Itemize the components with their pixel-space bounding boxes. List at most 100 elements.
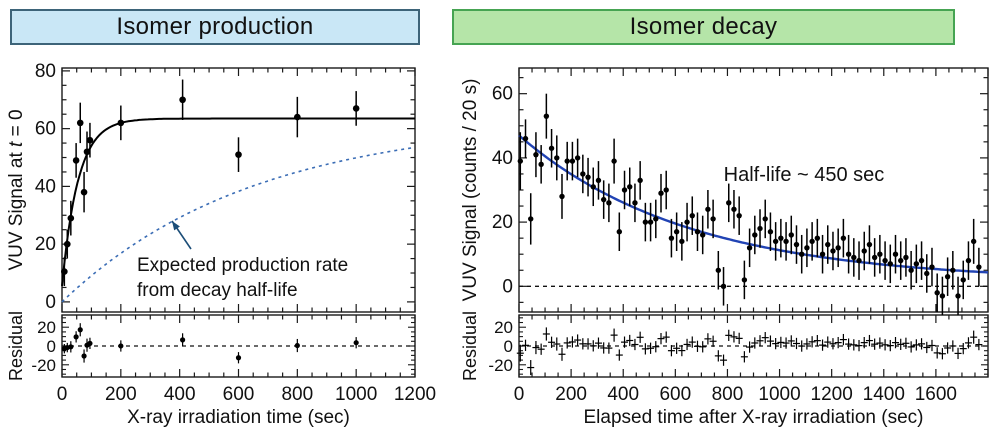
data-point <box>673 229 680 235</box>
data-point <box>616 229 623 235</box>
data-point <box>804 245 810 251</box>
data-point <box>752 232 758 238</box>
data-point <box>825 241 831 248</box>
x-tick-label: 1400 <box>863 384 905 405</box>
data-point <box>871 254 878 261</box>
data-point <box>965 257 972 264</box>
data-point <box>564 158 570 164</box>
y-tick-label: 80 <box>35 61 56 82</box>
residual-points <box>61 323 359 364</box>
data-point <box>653 216 659 222</box>
data-point <box>778 235 784 241</box>
x-axis-label: X-ray irradiation time (sec) <box>127 407 350 428</box>
decay-title-box: Isomer decay <box>452 9 955 45</box>
production-title-box: Isomer production <box>10 9 420 45</box>
annotation-text: from decay half-life <box>137 280 298 301</box>
residual-point <box>77 327 83 333</box>
data-point <box>595 177 602 184</box>
residual-axis-label: Residual <box>460 311 480 381</box>
data-point <box>559 193 565 200</box>
x-tick-label: 0 <box>57 384 68 405</box>
residual-tick-label: 0 <box>47 337 56 356</box>
data-point <box>548 145 555 151</box>
residual-tick-label: 20 <box>494 318 513 337</box>
data-point <box>663 187 669 193</box>
residual-point <box>81 353 87 359</box>
data-point <box>934 290 940 296</box>
x-tick-label: 1600 <box>915 384 957 405</box>
data-point <box>866 241 873 248</box>
data-point <box>611 158 617 164</box>
x-tick-label: 0 <box>514 384 525 405</box>
data-point <box>814 235 821 241</box>
fit-curve <box>518 134 989 274</box>
data-point <box>699 232 706 238</box>
data-point <box>67 214 75 222</box>
data-point <box>950 267 956 273</box>
data-point <box>637 177 643 184</box>
data-point <box>632 200 638 206</box>
main-plot-frame <box>518 67 989 313</box>
residual-points <box>516 327 983 376</box>
data-point <box>705 206 711 212</box>
data-point <box>929 264 935 270</box>
annotation: Half-life ~ 450 sec <box>724 164 885 186</box>
x-tick-label: 600 <box>659 384 691 405</box>
data-point <box>80 188 88 196</box>
y-axis-label: VUV Signal (counts / 20 s) <box>460 79 481 302</box>
data-point <box>647 219 654 225</box>
residual-point <box>235 355 242 361</box>
data-point <box>840 235 847 241</box>
data-point <box>767 229 774 235</box>
residual-point <box>73 334 79 340</box>
data-point <box>845 251 852 257</box>
data-point <box>528 216 534 222</box>
data-point <box>720 283 727 290</box>
data-point <box>924 270 930 277</box>
data-point <box>590 184 596 190</box>
data-point <box>939 293 946 299</box>
data-point <box>970 238 977 245</box>
x-axis-label: Elapsed time after X-ray irradiation (se… <box>583 407 923 428</box>
data-point <box>793 241 800 248</box>
data-point <box>642 219 649 225</box>
annotation: Expected production rate from decay half-… <box>137 220 348 301</box>
data-point <box>736 212 742 219</box>
y-tick-label: 20 <box>35 234 56 255</box>
data-point <box>538 161 544 168</box>
data-point <box>835 245 841 251</box>
data-point <box>955 293 961 299</box>
x-tick-label: 600 <box>223 384 255 405</box>
data-point <box>976 264 982 270</box>
x-tick-label: 400 <box>607 384 639 405</box>
data-point <box>600 196 607 203</box>
y-tick-label: 20 <box>492 212 513 233</box>
residual-tick-label: -20 <box>31 356 56 375</box>
residual-point <box>180 337 186 343</box>
data-point <box>574 155 581 161</box>
data-point <box>83 148 91 156</box>
data-point <box>856 257 862 264</box>
data-point <box>522 135 529 142</box>
data-point <box>830 248 836 254</box>
residual-point <box>353 340 359 346</box>
x-tick-label: 400 <box>164 384 196 405</box>
decay-chart: 0 200 400 600 800 1000 1200 1400 16000204060200-… <box>460 67 989 428</box>
data-point <box>352 105 360 112</box>
annotation-arrowhead <box>172 221 180 231</box>
data-point <box>543 113 550 119</box>
annotation-text: Half-life ~ 450 sec <box>724 164 885 186</box>
data-point <box>668 235 675 241</box>
data-points <box>517 93 982 316</box>
data-point <box>861 248 867 254</box>
data-point <box>877 251 883 257</box>
data-point <box>585 174 591 180</box>
x-tick-label: 200 <box>105 384 137 405</box>
x-tick-label: 800 <box>712 384 744 405</box>
data-point <box>772 238 779 245</box>
data-point <box>887 261 893 267</box>
data-point <box>679 238 685 245</box>
data-point <box>658 190 664 196</box>
data-point <box>892 251 899 257</box>
